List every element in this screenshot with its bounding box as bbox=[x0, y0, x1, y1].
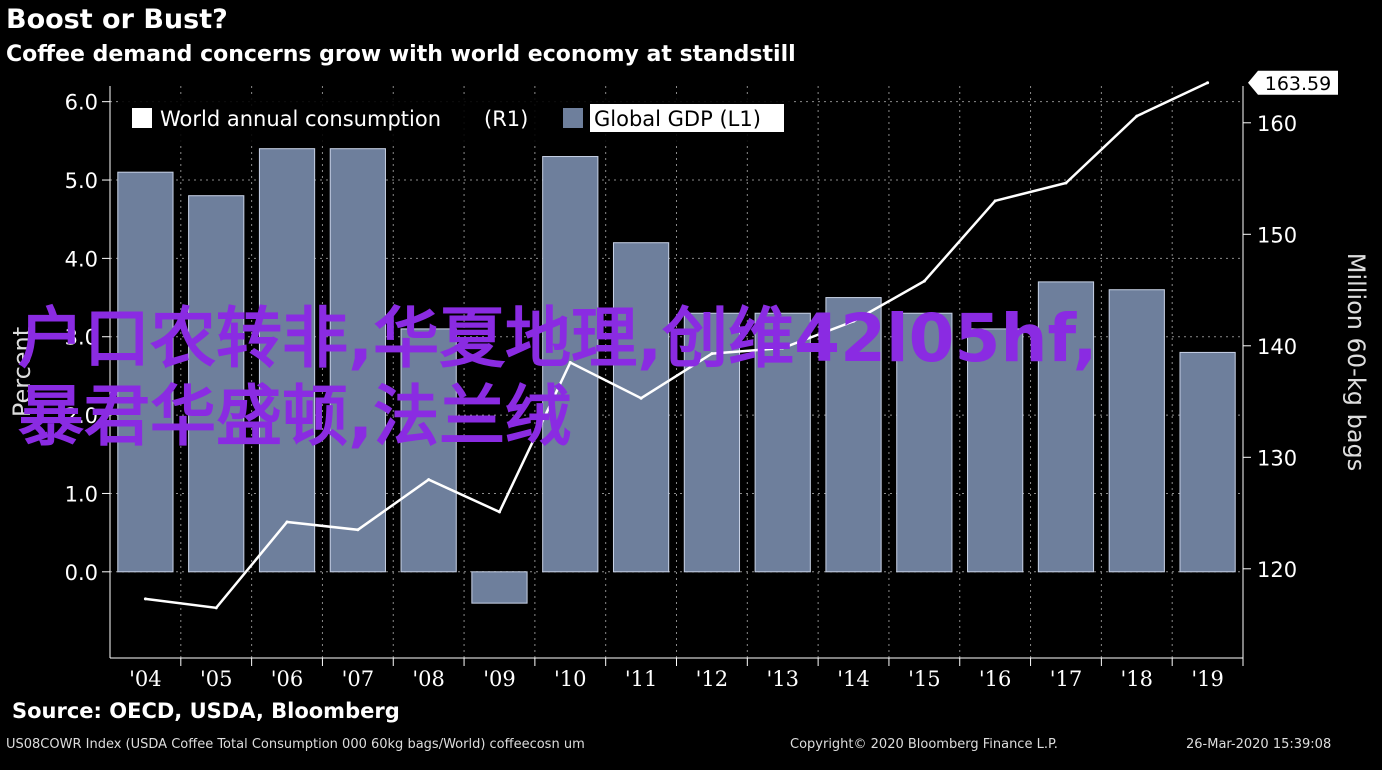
gdp-bar bbox=[612, 242, 670, 573]
left-tick-label: 6.0 bbox=[65, 91, 98, 115]
x-tick-label: '19 bbox=[1191, 667, 1224, 691]
gdp-bar bbox=[683, 312, 741, 573]
left-tick-label: 5.0 bbox=[65, 169, 98, 193]
consumption-point bbox=[710, 352, 714, 356]
right-tick-label: 130 bbox=[1257, 446, 1297, 470]
left-tick-label: 1.0 bbox=[65, 482, 98, 506]
x-tick-label: '13 bbox=[766, 667, 799, 691]
consumption-point bbox=[497, 510, 501, 514]
gdp-bar bbox=[967, 328, 1024, 573]
x-tick-label: '18 bbox=[1121, 667, 1154, 691]
legend-label-consumption: World annual consumption bbox=[160, 107, 441, 131]
x-tick-label: '12 bbox=[696, 667, 729, 691]
legend-label-consumption-axis: (R1) bbox=[484, 107, 528, 131]
chart-title: Boost or Bust? bbox=[6, 4, 228, 35]
gdp-bar bbox=[329, 148, 386, 573]
gdp-bar bbox=[1179, 351, 1236, 573]
gdp-bar bbox=[1037, 281, 1095, 573]
consumption-point bbox=[285, 520, 289, 524]
consumption-point bbox=[568, 361, 572, 365]
right-tick-label: 160 bbox=[1257, 112, 1297, 136]
x-tick-label: '11 bbox=[625, 667, 658, 691]
consumption-series-line bbox=[145, 81, 1209, 610]
x-tick-label: '08 bbox=[412, 667, 445, 691]
consumption-point bbox=[356, 528, 360, 532]
x-tick-label: '15 bbox=[908, 667, 941, 691]
legend: World annual consumption (R1) Global GDP (… bbox=[120, 98, 792, 142]
right-tick-label: 120 bbox=[1257, 558, 1297, 582]
consumption-point bbox=[781, 346, 785, 350]
gdp-bars bbox=[117, 148, 1236, 604]
consumption-point bbox=[214, 606, 218, 610]
legend-swatch-gdp bbox=[563, 108, 583, 128]
source-note: Source: OECD, USDA, Bloomberg bbox=[12, 699, 400, 723]
x-tick-label: '14 bbox=[837, 667, 870, 691]
left-tick-label: 2.0 bbox=[65, 404, 98, 428]
legend-swatch-consumption bbox=[132, 108, 152, 128]
consumption-point bbox=[1064, 181, 1068, 185]
consumption-line bbox=[143, 81, 1210, 610]
chart-canvas: 6.0 5.0 4.0 3.0 2.0 1.0 0.0 160 150 140 130 120 '04 '… bbox=[8, 70, 1370, 691]
index-note: US08COWR Index (USDA Coffee Total Consum… bbox=[6, 737, 585, 752]
right-axis-title: Million 60-kg bags bbox=[1342, 253, 1370, 472]
consumption-point bbox=[1206, 81, 1210, 85]
consumption-point bbox=[993, 199, 997, 203]
legend-label-gdp: Global GDP (L1) bbox=[594, 107, 761, 131]
consumption-point bbox=[1135, 114, 1139, 118]
consumption-point bbox=[922, 279, 926, 283]
consumption-point bbox=[143, 597, 147, 601]
consumption-point bbox=[427, 478, 431, 482]
right-tick-label: 140 bbox=[1257, 335, 1297, 359]
consumption-point bbox=[852, 319, 856, 323]
right-tick-label: 150 bbox=[1257, 223, 1297, 247]
gdp-bar bbox=[258, 148, 316, 573]
left-tick-label: 3.0 bbox=[65, 326, 98, 350]
overlay-watermark-text: 户口农转非,华夏地理,创维42l05hf,暴君华盛顿,法兰绒 bbox=[18, 300, 1098, 455]
chart-subtitle: Coffee demand concerns grow with world e… bbox=[6, 42, 796, 67]
x-tick-label: '06 bbox=[271, 667, 304, 691]
legend-highlight bbox=[590, 104, 784, 132]
left-axis-title: Percent bbox=[8, 327, 36, 417]
x-tick-label: '04 bbox=[129, 667, 162, 691]
gdp-bar bbox=[825, 297, 882, 573]
x-tick-label: '16 bbox=[979, 667, 1012, 691]
gdp-bar bbox=[117, 171, 174, 573]
gdp-bar bbox=[188, 195, 245, 573]
gdp-bar bbox=[1108, 289, 1165, 573]
axes: 6.0 5.0 4.0 3.0 2.0 1.0 0.0 160 150 140 130 120 '04 '… bbox=[8, 70, 1370, 691]
timestamp: 26-Mar-2020 15:39:08 bbox=[1186, 737, 1332, 752]
x-tick-label: '10 bbox=[554, 667, 587, 691]
gdp-bar bbox=[896, 312, 953, 573]
consumption-point bbox=[639, 396, 643, 400]
left-tick-label: 0.0 bbox=[65, 561, 98, 585]
x-tick-label: '09 bbox=[483, 667, 516, 691]
x-tick-label: '07 bbox=[342, 667, 375, 691]
last-value-tag bbox=[1248, 70, 1338, 95]
gdp-bar bbox=[400, 328, 457, 573]
gdp-bar bbox=[471, 571, 528, 604]
gdp-bar bbox=[754, 312, 811, 573]
left-tick-label: 4.0 bbox=[65, 247, 98, 271]
last-value-label: 163.59 bbox=[1265, 73, 1331, 95]
x-tick-label: '17 bbox=[1050, 667, 1083, 691]
copyright-note: Copyright© 2020 Bloomberg Finance L.P. bbox=[790, 737, 1058, 752]
x-tick-label: '05 bbox=[200, 667, 233, 691]
